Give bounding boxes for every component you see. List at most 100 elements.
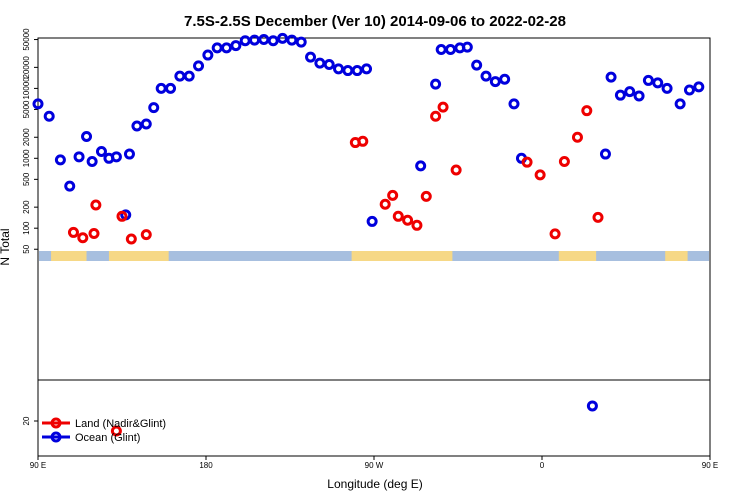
- land-point: [67, 226, 79, 238]
- x-tick-label: 0: [540, 461, 545, 470]
- y-tick-label: 20: [22, 416, 31, 425]
- ocean-point: [110, 151, 122, 163]
- land-point: [90, 199, 102, 211]
- ocean-point: [480, 70, 492, 82]
- x-tick-label: 90 W: [365, 461, 384, 470]
- data-points: [32, 32, 705, 437]
- land-point: [450, 164, 462, 176]
- land-point: [110, 425, 122, 437]
- ocean-point: [314, 57, 326, 69]
- land-point: [581, 105, 593, 117]
- ocean-point: [230, 40, 242, 52]
- ocean-point: [333, 63, 345, 75]
- x-tick-label: 180: [199, 461, 213, 470]
- y-tick-label: 50: [22, 244, 31, 253]
- ocean-point: [674, 98, 686, 110]
- ocean-point: [508, 98, 520, 110]
- legend-land-label: Land (Nadir&Glint): [75, 418, 166, 430]
- ocean-point: [614, 89, 626, 101]
- land-point: [387, 189, 399, 201]
- land-point: [379, 198, 391, 210]
- surface-type-band: [39, 251, 709, 261]
- land-point: [534, 169, 546, 181]
- ocean-point: [415, 160, 427, 172]
- y-tick-label: 2000: [22, 128, 31, 146]
- land-point: [77, 232, 89, 244]
- band-land-segment: [558, 251, 597, 261]
- ocean-point: [599, 148, 611, 160]
- legend-ocean-marker: [50, 431, 62, 443]
- y-tick-label: 200: [22, 200, 31, 214]
- land-point: [420, 190, 432, 202]
- ocean-point: [165, 82, 177, 94]
- ocean-point: [430, 78, 442, 90]
- land-point: [430, 110, 442, 122]
- land-point: [140, 229, 152, 241]
- ocean-point: [361, 63, 373, 75]
- y-tick-label: 100: [22, 221, 31, 235]
- land-point: [571, 131, 583, 143]
- legend-ocean-label: Ocean (Glint): [75, 432, 140, 444]
- x-tick-label: 90 E: [30, 461, 46, 470]
- ocean-point: [183, 70, 195, 82]
- ocean-point: [351, 65, 363, 77]
- ocean-point: [471, 59, 483, 71]
- legend-land-marker: [50, 417, 62, 429]
- ocean-point: [624, 86, 636, 98]
- ocean-point: [73, 151, 85, 163]
- land-point: [402, 214, 414, 226]
- y-tick-label: 20000: [22, 56, 31, 79]
- band-land-segment: [351, 251, 453, 261]
- ocean-point: [305, 51, 317, 63]
- ocean-point: [123, 148, 135, 160]
- ocean-point: [95, 146, 107, 158]
- band-land-segment: [108, 251, 169, 261]
- ocean-point: [661, 82, 673, 94]
- land-point: [549, 228, 561, 240]
- ocean-point: [193, 60, 205, 72]
- ocean-point: [43, 110, 55, 122]
- y-tick-label: 1000: [22, 149, 31, 167]
- ocean-point: [323, 58, 335, 70]
- land-point: [592, 211, 604, 223]
- land-point: [411, 219, 423, 231]
- x-axis-label: Longitude (deg E): [327, 477, 422, 491]
- legend: Land (Nadir&Glint) Ocean (Glint): [42, 417, 166, 444]
- x-tick-label: 90 E: [702, 461, 718, 470]
- ocean-point: [286, 34, 298, 46]
- ocean-point: [642, 74, 654, 86]
- ocean-point: [652, 77, 664, 89]
- y-tick-label: 500: [22, 172, 31, 186]
- ocean-point: [148, 102, 160, 114]
- land-point: [88, 227, 100, 239]
- y-axis-label: N Total: [0, 228, 12, 265]
- land-point: [521, 156, 533, 168]
- land-point: [125, 233, 137, 245]
- band-land-segment: [51, 251, 87, 261]
- chart-title: 7.5S-2.5S December (Ver 10) 2014-09-06 t…: [184, 13, 566, 30]
- ocean-point: [693, 81, 705, 93]
- land-point: [437, 101, 449, 113]
- ocean-point: [81, 131, 93, 143]
- ocean-point: [267, 35, 279, 47]
- y-tick-label: 10000: [22, 77, 31, 100]
- ocean-point: [683, 84, 695, 96]
- y-tick-label: 5000: [22, 100, 31, 118]
- land-point: [357, 135, 369, 147]
- ocean-point: [586, 400, 598, 412]
- ocean-point: [633, 90, 645, 102]
- ocean-point: [445, 44, 457, 56]
- ocean-point: [277, 32, 289, 44]
- ocean-point: [221, 42, 233, 54]
- ocean-point: [86, 155, 98, 167]
- x-axis: 90 E 180 90 W 0 90 E: [30, 456, 718, 470]
- ocean-point: [295, 36, 307, 48]
- land-point: [392, 210, 404, 222]
- ocean-point: [461, 41, 473, 53]
- ocean-point: [140, 118, 152, 130]
- land-point: [116, 210, 128, 222]
- band-land-segment: [665, 251, 688, 261]
- y-tick-label: 50000: [22, 28, 31, 51]
- ocean-point: [489, 76, 501, 88]
- ocean-point: [131, 120, 143, 132]
